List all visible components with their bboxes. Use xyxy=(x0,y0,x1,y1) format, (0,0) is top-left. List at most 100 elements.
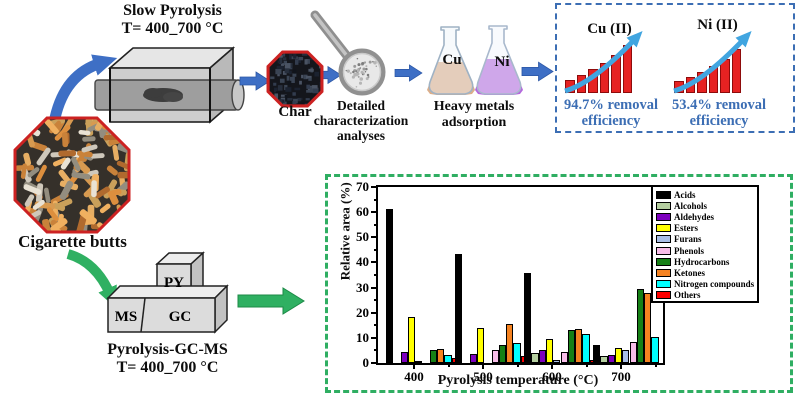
cu-removal-value-line2: efficiency xyxy=(581,113,641,129)
bar-acids-600 xyxy=(524,273,532,363)
legend-item-furans: Furans xyxy=(656,234,757,245)
chart-legend: Acids Alcohols Aldehydes Esters Furans Phenol… xyxy=(651,185,759,303)
legend-label: Others xyxy=(674,290,701,301)
bar-acids-700 xyxy=(593,344,601,363)
cu-flask-icon xyxy=(427,26,475,95)
adsorption-label: Heavy metals adsorption xyxy=(433,99,515,130)
x-tick-label: 400 xyxy=(404,369,424,384)
legend-swatch xyxy=(656,291,671,300)
pyrolysis-gcms-instrument-icon: MS GC PY xyxy=(106,251,229,334)
legend-item-acids: Acids xyxy=(656,189,757,200)
y-major-tick xyxy=(371,336,378,339)
bar-acids-500 xyxy=(455,253,463,363)
y-tick-label: 30 xyxy=(356,279,369,295)
bar-hydrocarbons-500 xyxy=(498,344,507,363)
y-tick-label: 0 xyxy=(362,355,370,370)
legend-item-nitrogen-compounds: Nitrogen compounds xyxy=(656,279,757,290)
bar-esters-500 xyxy=(476,327,485,363)
cu-removal-title: Cu (II) xyxy=(587,21,632,37)
x-major-tick xyxy=(413,363,415,369)
ni-removal-value: 53.4% removal xyxy=(672,97,766,113)
heavy-metal-flasks-icon xyxy=(427,25,523,95)
legend-label: Hydrocarbons xyxy=(674,256,730,267)
y-minor-tick xyxy=(374,299,378,302)
feed-to-furnace-arrow-icon xyxy=(49,54,118,120)
furnace-to-char-arrow-icon xyxy=(239,71,271,91)
py-block-label: PY xyxy=(164,275,184,291)
bar-phenols-500 xyxy=(491,350,499,363)
x-major-tick xyxy=(482,363,484,369)
y-minor-tick xyxy=(374,248,378,251)
chart-plot-area: 400 500 600 700 0 10 20 30 40 50 60 70 xyxy=(356,179,665,384)
bar-furans-600 xyxy=(553,359,561,363)
cigarette-butts-label: Cigarette butts xyxy=(18,232,127,251)
legend-label: Aldehydes xyxy=(674,211,715,222)
gcms-to-chart-arrow-icon xyxy=(237,287,305,315)
adsorption-to-results-arrow-icon xyxy=(521,61,554,82)
bar-nitrogen-compounds-500 xyxy=(513,342,521,363)
x-minor-tick xyxy=(516,363,519,367)
bar-ketones-600 xyxy=(575,329,583,363)
y-tick-label: 10 xyxy=(356,329,369,345)
y-major-tick xyxy=(371,186,378,188)
bar-aldehydes-600 xyxy=(538,350,546,363)
cu-removal-value: 94.7% removal xyxy=(564,97,658,113)
legend-label: Acids xyxy=(674,189,696,200)
x-tick-label: 500 xyxy=(473,369,493,384)
tube-furnace-icon xyxy=(94,46,245,124)
y-major-tick xyxy=(371,261,378,264)
y-tick-label: 20 xyxy=(356,304,369,320)
ms-block-label: MS xyxy=(115,309,138,325)
legend-label: Esters xyxy=(674,223,698,234)
y-tick-label: 50 xyxy=(356,229,369,245)
ni-removal-title: Ni (II) xyxy=(697,17,738,33)
bar-ketones-700 xyxy=(644,293,652,363)
x-minor-tick xyxy=(447,363,450,367)
y-tick-label: 60 xyxy=(356,204,369,220)
legend-swatch xyxy=(656,201,671,210)
y-minor-tick xyxy=(374,198,378,201)
x-tick-label: 700 xyxy=(611,369,631,384)
bar-furans-400 xyxy=(415,360,423,363)
y-minor-tick xyxy=(374,349,378,352)
x-major-tick xyxy=(551,363,553,369)
legend-item-phenols: Phenols xyxy=(656,245,757,256)
magnifier-icon xyxy=(310,10,386,96)
bar-aldehydes-500 xyxy=(469,353,477,363)
legend-item-hydrocarbons: Hydrocarbons xyxy=(656,256,757,267)
bar-esters-400 xyxy=(407,317,416,363)
gcms-temperature: T= 400_700 °C xyxy=(116,359,219,376)
legend-swatch xyxy=(656,246,671,255)
bar-alcohols-600 xyxy=(531,352,539,363)
ni-removal-value-line2: efficiency xyxy=(689,113,749,129)
removal-efficiency-panel: Cu (II) Ni (II) 94.7% removal efficiency… xyxy=(555,3,795,133)
y-minor-tick xyxy=(374,324,378,327)
analysis-to-adsorption-arrow-icon xyxy=(394,64,423,82)
y-major-tick xyxy=(371,211,378,214)
legend-swatch xyxy=(656,280,671,289)
legend-swatch xyxy=(656,268,671,277)
legend-label: Ketones xyxy=(674,267,705,278)
x-minor-tick xyxy=(585,363,588,367)
pyrolysis-products-chart: 400 500 600 700 0 10 20 30 40 50 60 70 Relative are… xyxy=(325,174,793,393)
chart-y-axis-label: Relative area (%) xyxy=(337,182,353,281)
cu-trend-bars xyxy=(565,43,632,93)
ni-flask-label: Ni xyxy=(494,54,510,70)
bar-ketones-400 xyxy=(437,349,445,363)
bar-nitrogen-compounds-700 xyxy=(651,336,659,363)
legend-swatch xyxy=(656,257,671,266)
bar-nitrogen-compounds-400 xyxy=(444,355,452,363)
x-tick-label: 600 xyxy=(542,369,562,384)
bar-hydrocarbons-400 xyxy=(429,349,438,363)
legend-item-alcohols: Alcohols xyxy=(656,200,757,211)
butts-to-gcms-arrow-icon xyxy=(66,249,117,309)
y-major-tick xyxy=(371,286,378,289)
bar-alcohols-700 xyxy=(600,355,608,363)
y-minor-tick xyxy=(374,223,378,226)
bar-hydrocarbons-700 xyxy=(636,289,645,363)
bar-esters-600 xyxy=(545,338,554,363)
char-label: Char xyxy=(278,104,312,120)
slow-pyrolysis-title: Slow Pyrolysis xyxy=(123,2,222,19)
bar-aldehydes-700 xyxy=(607,354,615,363)
legend-label: Furans xyxy=(674,234,702,245)
